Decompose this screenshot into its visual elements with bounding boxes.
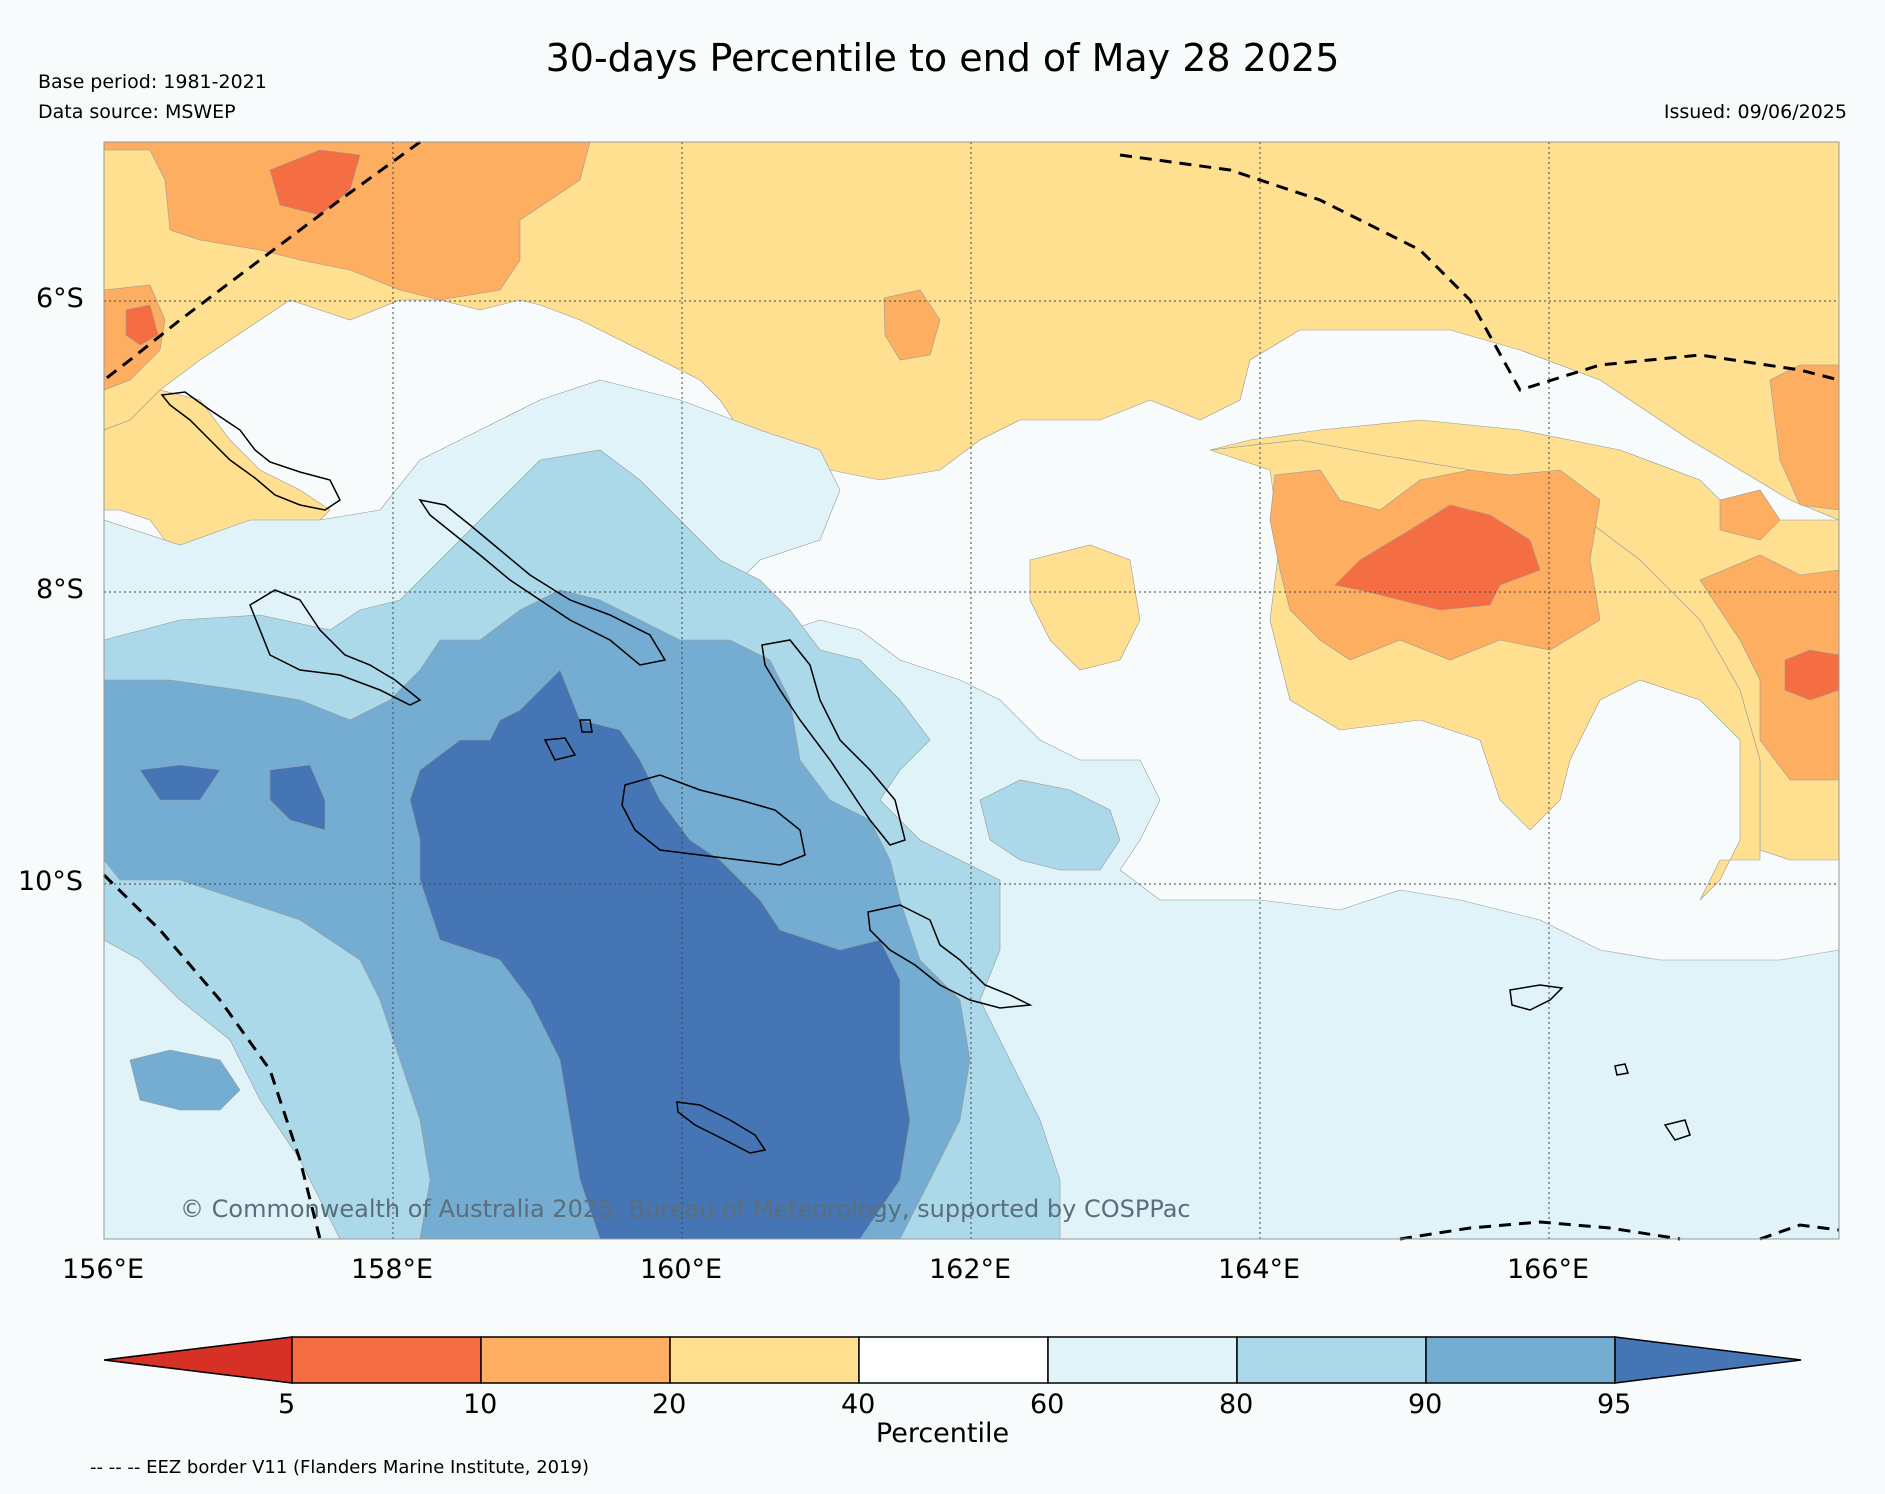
issued-date-label: Issued: 09/06/2025 bbox=[1663, 101, 1847, 123]
lon-label-156e: 156°E bbox=[62, 1254, 145, 1285]
percentile-above-95-region bbox=[139, 764, 221, 801]
copyright-watermark: © Commonwealth of Australia 2025, Bureau… bbox=[180, 1195, 1191, 1223]
small-island bbox=[1663, 1119, 1691, 1141]
colorbar-swatch-above-95 bbox=[1614, 1336, 1802, 1384]
malaita-island bbox=[867, 904, 1033, 1009]
colorbar-tick-80: 80 bbox=[1219, 1389, 1254, 1420]
colorbar-tick-5: 5 bbox=[278, 1389, 296, 1420]
lat-label-10s: 10°S bbox=[18, 866, 83, 897]
colorbar-swatch-40-60 bbox=[858, 1336, 1049, 1384]
lat-label-6s: 6°S bbox=[36, 283, 84, 314]
page-title: 30-days Percentile to end of May 28 2025 bbox=[545, 36, 1340, 80]
guadalcanal-island bbox=[621, 774, 806, 866]
coastlines bbox=[160, 391, 1691, 1154]
percentile-10-20-region bbox=[104, 142, 591, 301]
small-island bbox=[1614, 1063, 1629, 1076]
lat-label-8s: 8°S bbox=[36, 574, 84, 605]
eez-border bbox=[102, 140, 1840, 1241]
map-frame bbox=[103, 141, 1840, 1240]
map-area bbox=[104, 142, 1839, 1239]
rennell-island bbox=[676, 1101, 767, 1154]
percentile-5-10-region bbox=[269, 149, 361, 216]
data-source-label: Data source: MSWEP bbox=[38, 101, 236, 123]
percentile-10-20-region bbox=[1769, 364, 1839, 511]
colorbar bbox=[103, 1336, 1802, 1384]
small-island bbox=[543, 737, 577, 761]
percentile-above-95-region bbox=[269, 764, 326, 831]
percentile-90-95-region bbox=[129, 1049, 241, 1111]
new-georgia-island bbox=[249, 589, 422, 706]
colorbar-title: Percentile bbox=[875, 1418, 1010, 1449]
lon-label-166e: 166°E bbox=[1507, 1254, 1590, 1285]
eez-legend-note: -- -- -- EEZ border V11 (Flanders Marine… bbox=[90, 1457, 590, 1478]
percentile-10-20-region bbox=[1719, 489, 1781, 541]
colorbar-tick-60: 60 bbox=[1030, 1389, 1065, 1420]
lon-label-164e: 164°E bbox=[1218, 1254, 1301, 1285]
percentile-above-95-region bbox=[409, 669, 911, 1239]
lon-label-158e: 158°E bbox=[351, 1254, 434, 1285]
lon-label-160e: 160°E bbox=[640, 1254, 723, 1285]
colorbar-swatch-20-40 bbox=[669, 1336, 860, 1384]
percentile-10-20-region bbox=[883, 289, 941, 361]
percentile-5-10-region bbox=[1334, 504, 1541, 611]
small-island bbox=[579, 719, 593, 733]
percentile-80-90-region bbox=[979, 779, 1121, 871]
base-period-label: Base period: 1981-2021 bbox=[38, 71, 267, 93]
colorbar-tick-40: 40 bbox=[841, 1389, 876, 1420]
choiseul-island bbox=[418, 498, 667, 666]
colorbar-tick-90: 90 bbox=[1408, 1389, 1443, 1420]
colorbar-tick-10: 10 bbox=[463, 1389, 498, 1420]
graticule bbox=[104, 142, 1839, 1239]
colorbar-swatch-10-20 bbox=[480, 1336, 671, 1384]
colorbar-swatch-below-5 bbox=[103, 1336, 293, 1384]
colorbar-swatch-5-10 bbox=[291, 1336, 482, 1384]
percentile-10-20-region bbox=[1699, 554, 1839, 781]
colorbar-tick-95: 95 bbox=[1597, 1389, 1632, 1420]
santa-isabel-island bbox=[761, 639, 906, 846]
bougainville-island bbox=[160, 391, 341, 511]
percentile-20-40-region bbox=[1029, 544, 1141, 671]
colorbar-tick-20: 20 bbox=[652, 1389, 687, 1420]
colorbar-swatch-90-95 bbox=[1425, 1336, 1616, 1384]
percentile-5-10-region bbox=[1784, 649, 1839, 701]
percentile-5-10-region bbox=[125, 304, 159, 346]
colorbar-swatch-80-90 bbox=[1236, 1336, 1427, 1384]
colorbar-swatch-60-80 bbox=[1047, 1336, 1238, 1384]
lon-label-162e: 162°E bbox=[929, 1254, 1012, 1285]
vanikoro-island bbox=[1509, 984, 1564, 1011]
